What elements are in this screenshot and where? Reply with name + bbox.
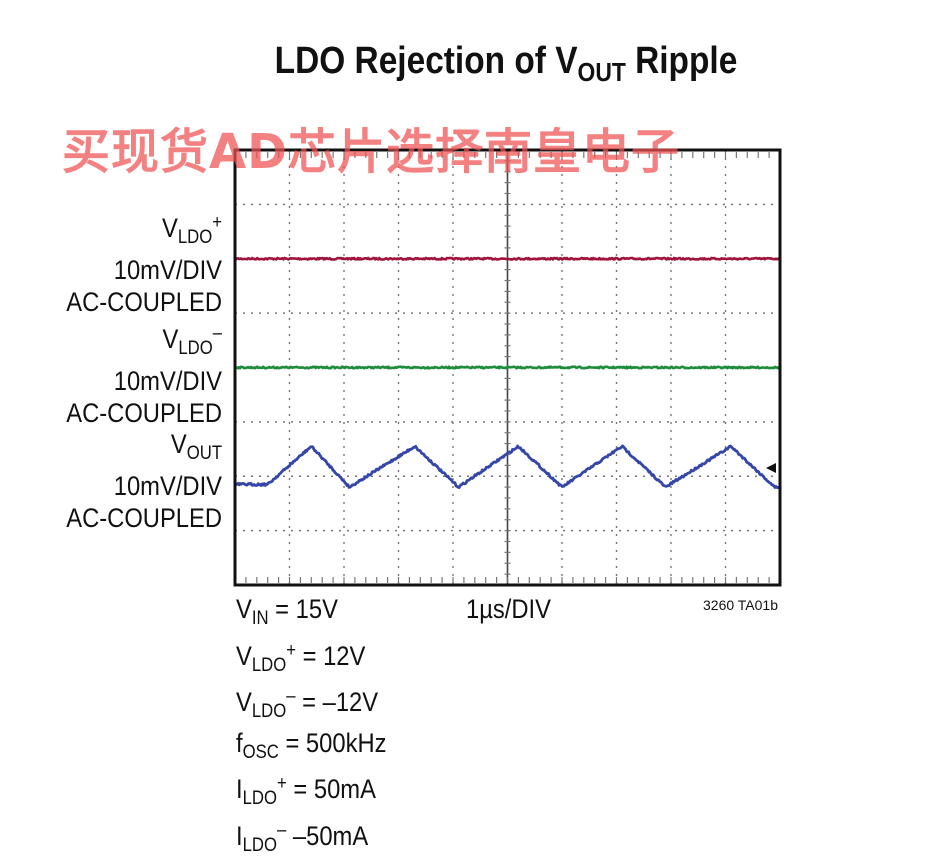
condition-vldo-pos: VLDO+ = 12V	[236, 635, 387, 682]
watermark-text: 买现货AD芯片选择南皇电子	[62, 112, 680, 182]
condition-ildo-neg: ILDO– –50mA	[236, 815, 387, 861]
timebase-label: 1µs/DIV	[466, 594, 551, 625]
trigger-marker-icon	[766, 463, 776, 473]
condition-vin: VIN = 15V	[236, 594, 387, 635]
label-vout: VOUT 10mV/DIV AC-COUPLED	[66, 428, 222, 534]
label-vldo-pos: VLDO+ 10mV/DIV AC-COUPLED	[66, 207, 222, 318]
condition-vldo-neg: VLDO– = –12V	[236, 681, 387, 728]
condition-fosc: fOSC = 500kHz	[236, 728, 387, 769]
test-conditions: VIN = 15V VLDO+ = 12V VLDO– = –12V fOSC …	[236, 594, 387, 861]
trace-vldo-neg	[235, 367, 780, 369]
figure-id: 3260 TA01b	[703, 597, 778, 613]
trace-vldo-pos	[235, 258, 780, 260]
label-vldo-neg: VLDO– 10mV/DIV AC-COUPLED	[66, 318, 222, 429]
condition-ildo-pos: ILDO+ = 50mA	[236, 768, 387, 815]
